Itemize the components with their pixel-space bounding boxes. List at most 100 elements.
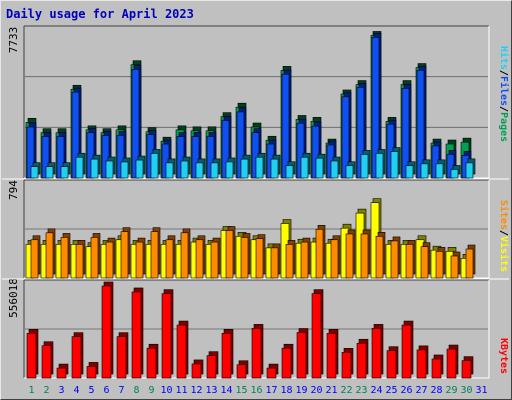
sites-bar: [210, 237, 221, 279]
pages-bar: [360, 150, 371, 179]
pages-bar: [165, 158, 176, 179]
sites-bar: [405, 240, 416, 279]
day-label: 2: [43, 385, 49, 396]
pages-bar: [75, 152, 86, 179]
sites-bar: [435, 247, 446, 279]
pages-bar: [180, 156, 191, 179]
kbytes-bar: [356, 338, 369, 379]
pages-bar: [210, 158, 221, 179]
kbytes-bar: [341, 348, 354, 379]
day-label: 17: [265, 385, 277, 396]
day-label: 14: [220, 385, 232, 396]
sites-bar: [105, 237, 116, 279]
sites-bar: [195, 235, 206, 279]
day-label: 20: [310, 385, 322, 396]
sites-bar: [150, 227, 161, 279]
day-label: 3: [58, 385, 64, 396]
day-label: 25: [385, 385, 397, 396]
sites-bar: [450, 251, 461, 279]
sites-bar: [165, 235, 176, 279]
pages-bar: [45, 162, 56, 179]
day-label: 4: [73, 385, 79, 396]
pages-bar: [300, 152, 311, 179]
pages-bar: [195, 158, 206, 179]
day-label: 8: [133, 385, 139, 396]
day-label: 31: [475, 385, 487, 396]
kbytes-bar: [281, 343, 294, 379]
day-label: 11: [175, 385, 187, 396]
day-label: 13: [205, 385, 217, 396]
kbytes-bar: [236, 360, 249, 379]
kbytes-legend: KBytes: [498, 338, 509, 374]
kbytes-bar: [311, 289, 324, 379]
pages-bar: [135, 155, 146, 179]
pages-bar: [285, 161, 296, 179]
hits-legend: Hits/Files/Pages: [498, 46, 510, 142]
kbytes-ymax-label: 556018: [7, 278, 20, 318]
sites-bar: [390, 236, 401, 279]
day-label: 27: [415, 385, 427, 396]
files-bar: [281, 69, 292, 179]
sites-bar: [345, 229, 356, 279]
kbytes-bar: [446, 344, 459, 379]
kbytes-bar: [296, 328, 309, 379]
sites-bar: [30, 235, 41, 279]
pages-bar: [375, 149, 386, 179]
kbytes-bar: [161, 289, 174, 379]
sites-bar: [135, 237, 146, 279]
visits-legend-part: Visits: [498, 236, 510, 272]
pages-bar: [315, 153, 326, 179]
kbytes-bar: [191, 359, 204, 379]
day-label: 6: [103, 385, 109, 396]
pages-bar: [345, 161, 356, 179]
sites-bar: [60, 233, 71, 279]
day-label: 21: [325, 385, 337, 396]
kbytes-bar: [371, 324, 384, 379]
pages-bar: [150, 149, 161, 179]
day-label: 18: [280, 385, 292, 396]
visits-legend-part: Sites: [498, 200, 510, 230]
day-label: 23: [355, 385, 367, 396]
sites-bar: [45, 228, 56, 279]
sites-bar: [465, 244, 476, 279]
sites-bar: [300, 237, 311, 279]
pages-bar: [450, 165, 461, 179]
pages-bar: [30, 162, 41, 179]
hits-legend-part: Hits: [498, 46, 510, 70]
hits-ymax-label: 7733: [7, 27, 20, 54]
kbytes-bar: [251, 324, 264, 379]
pages-bar: [60, 162, 71, 179]
kbytes-legend-part: KBytes: [498, 338, 509, 374]
day-label: 24: [370, 385, 382, 396]
pages-bar: [255, 152, 266, 179]
day-label: 7: [118, 385, 124, 396]
day-label: 16: [250, 385, 262, 396]
kbytes-bar: [131, 287, 144, 379]
sites-bar: [330, 235, 341, 279]
files-bar: [41, 132, 52, 179]
sites-bar: [90, 233, 101, 279]
hits-legend-part: /: [498, 106, 509, 112]
kbytes-bar: [431, 354, 444, 379]
pages-bar: [435, 159, 446, 179]
day-label: 10: [160, 385, 172, 396]
files-bar: [401, 84, 412, 179]
sites-bar: [375, 231, 386, 279]
sites-bar: [225, 226, 236, 279]
pages-bar: [405, 161, 416, 179]
kbytes-bar: [176, 320, 189, 379]
visits-legend: Sites/Visits: [498, 200, 510, 272]
sites-bar: [75, 240, 86, 279]
kbytes-bar: [26, 329, 39, 379]
kbytes-bar: [71, 332, 84, 379]
day-label: 12: [190, 385, 202, 396]
kbytes-bar: [401, 320, 414, 379]
day-label: 29: [445, 385, 457, 396]
sites-bar: [270, 243, 281, 279]
day-label: 26: [400, 385, 412, 396]
sites-bar: [180, 228, 191, 279]
kbytes-bar: [206, 351, 219, 379]
visits-legend-part: /: [498, 230, 509, 236]
day-label: 22: [340, 385, 352, 396]
